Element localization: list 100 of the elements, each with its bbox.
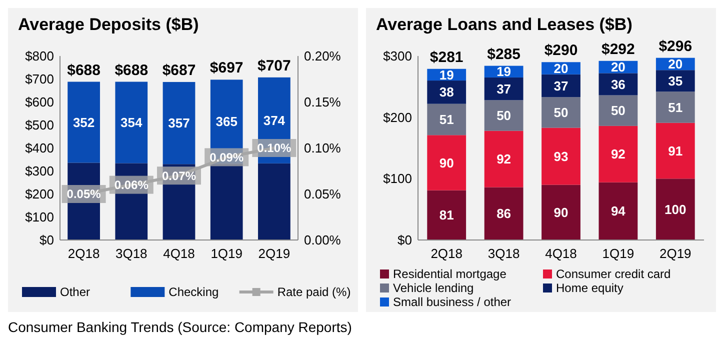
data-label: 20 (668, 56, 683, 72)
bar (656, 122, 695, 179)
legend-label: Vehicle lending (393, 281, 474, 296)
bar (258, 163, 290, 240)
y2-tick-label: 0.10% (304, 140, 342, 156)
data-label: 91 (668, 143, 683, 158)
y2-tick-label: 0.05% (304, 186, 342, 202)
data-label: 19 (439, 67, 454, 82)
y-tick-label: $100 (383, 171, 412, 186)
total-label: $290 (544, 42, 578, 60)
bar (427, 190, 466, 240)
data-label: 20 (610, 60, 626, 75)
legend-label: Rate paid (%) (277, 285, 351, 300)
data-label: 352 (72, 114, 95, 130)
y-tick-label: $300 (383, 48, 412, 64)
y-tick-label: $400 (25, 140, 54, 156)
data-label: 100 (664, 202, 686, 217)
total-label: $688 (114, 62, 148, 79)
data-label: 92 (610, 146, 626, 162)
bar (598, 95, 638, 126)
y-tick-label: $700 (25, 72, 54, 87)
bar (656, 178, 695, 240)
legend-label: Consumer credit card (556, 267, 671, 282)
data-label: 50 (554, 104, 568, 120)
bar (427, 135, 466, 190)
total-label: $292 (602, 40, 635, 58)
bar (542, 128, 580, 185)
data-label: 374 (263, 112, 286, 128)
bar (484, 77, 524, 100)
data-label: 37 (554, 78, 568, 94)
bar (484, 130, 524, 188)
data-label: 86 (496, 206, 512, 222)
total-label: $281 (430, 48, 464, 66)
data-label: 38 (439, 84, 454, 100)
bar (427, 104, 466, 136)
data-label: 35 (668, 73, 683, 88)
x-tick-label: 3Q18 (488, 246, 520, 261)
data-label: 90 (439, 155, 454, 170)
bar (68, 82, 100, 163)
data-label: 94 (610, 204, 626, 219)
bar (542, 184, 580, 240)
y2-tick-label: 0.20% (304, 48, 342, 64)
bar (598, 73, 638, 96)
bar (115, 82, 148, 164)
total-label: $296 (658, 38, 692, 55)
data-label: 357 (168, 116, 190, 131)
x-tick-label: 4Q18 (163, 246, 195, 261)
bar (598, 182, 638, 240)
legend-label: Other (60, 285, 90, 300)
bar (484, 187, 524, 240)
y2-tick-label: 0.15% (304, 94, 342, 110)
data-label: 51 (668, 100, 683, 115)
y2-tick-label: 0.00% (304, 232, 342, 248)
legend-label: Small business / other (393, 295, 512, 310)
bar (162, 82, 196, 164)
data-label: 51 (439, 112, 454, 128)
x-tick-label: 3Q18 (115, 246, 148, 261)
data-label: 354 (120, 115, 144, 130)
bar (656, 92, 695, 123)
total-label: $687 (162, 62, 196, 79)
bar (656, 70, 695, 92)
bar (210, 164, 243, 240)
legend-label: Checking (168, 285, 219, 300)
y-tick-label: $100 (25, 210, 54, 225)
total-label: $697 (210, 60, 244, 77)
text: Consumer Banking Trends (Source: Company Reports) (8, 319, 352, 335)
y-tick-label: $200 (383, 110, 412, 125)
y-tick-label: $0 (398, 232, 412, 248)
x-tick-label: 2Q18 (430, 246, 463, 261)
data-label: 50 (496, 108, 512, 124)
x-tick-label: 4Q18 (545, 246, 577, 261)
y-tick-label: $500 (25, 118, 54, 133)
legend-label: Home equity (556, 281, 624, 296)
x-tick-label: 2Q18 (68, 246, 100, 261)
data-label: 36 (610, 76, 626, 92)
chart-title: Average Deposits ($B) (18, 15, 199, 34)
y-tick-label: $600 (25, 94, 54, 110)
total-label: $688 (67, 62, 100, 79)
bar (484, 100, 524, 131)
legend-label: Residential mortgage (393, 267, 507, 282)
total-label: $707 (258, 57, 291, 74)
x-tick-label: 1Q19 (602, 246, 634, 261)
bar (542, 97, 580, 128)
y-tick-label: $800 (25, 48, 54, 64)
y-tick-label: $0 (40, 232, 54, 248)
data-label: 81 (439, 208, 454, 223)
total-label: $285 (487, 46, 520, 63)
bar (542, 74, 580, 98)
bar (598, 126, 638, 182)
data-label: 90 (554, 204, 568, 220)
x-tick-label: 2Q19 (659, 246, 692, 261)
data-label: 365 (216, 114, 238, 130)
data-label: 37 (496, 81, 512, 96)
x-tick-label: 1Q19 (210, 246, 243, 261)
y-tick-label: $200 (25, 186, 54, 202)
data-label: 93 (554, 148, 568, 164)
y-tick-label: $300 (25, 164, 54, 179)
chart-title: Average Loans and Leases ($B) (376, 15, 632, 34)
data-label: 92 (496, 152, 512, 167)
data-label: 19 (496, 64, 512, 80)
